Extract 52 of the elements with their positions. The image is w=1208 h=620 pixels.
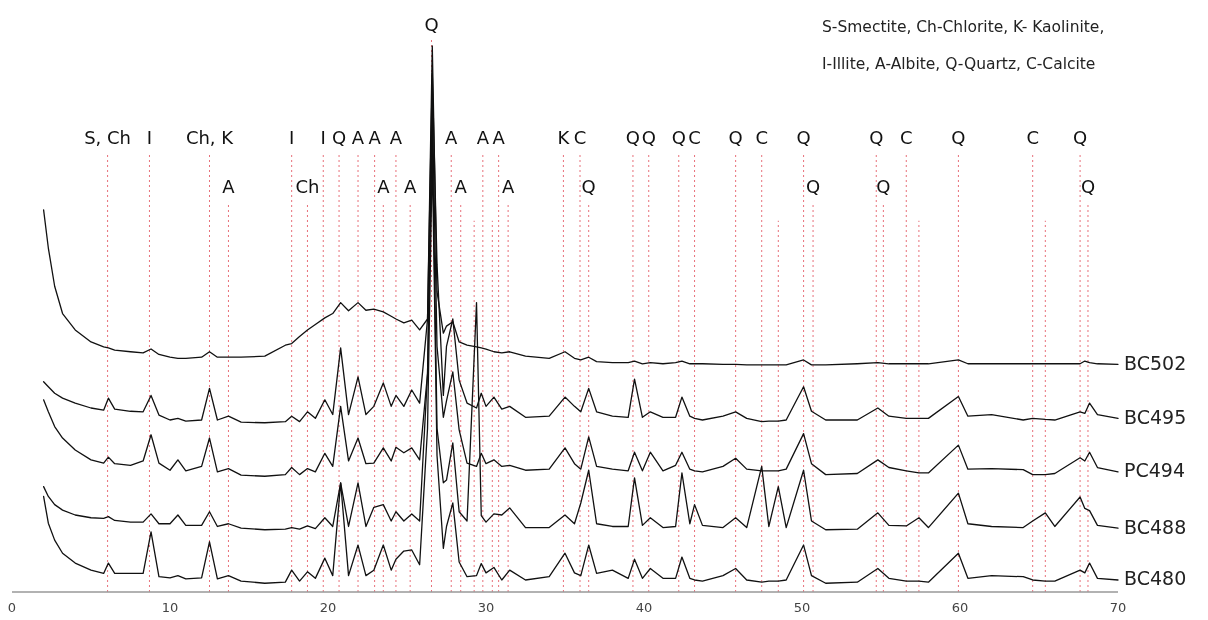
ref-line-label: I <box>289 126 295 148</box>
ref-line-label: Q <box>951 126 966 148</box>
ref-line-label: Q <box>728 126 743 148</box>
ref-line-label: Q <box>1072 126 1088 148</box>
ref-line-label: I <box>146 126 153 148</box>
ref-line-label: Q <box>796 126 811 148</box>
x-tick-label: 0 <box>7 600 17 615</box>
ref-line-label: Q <box>641 126 656 148</box>
ref-line-label: Ch, K <box>185 126 235 148</box>
ref-line-label: A <box>351 126 365 148</box>
ref-line-label: Q <box>1080 175 1096 197</box>
ref-line-label: Q <box>671 126 686 148</box>
ref-line-label: A <box>476 126 490 148</box>
ref-line-label: Q <box>581 175 596 197</box>
ref-line-label: Q <box>424 14 439 35</box>
x-tick-label: 70 <box>1109 600 1127 615</box>
ref-line-label: C <box>1026 126 1039 148</box>
ref-line-label: A <box>368 126 382 148</box>
ref-line-label: I <box>320 126 326 148</box>
ref-line-label: A <box>445 126 459 148</box>
ref-line-label: A <box>377 175 391 197</box>
ref-line-label: C <box>755 126 768 148</box>
ref-line-label: K <box>557 126 571 148</box>
ref-line-label: A <box>222 175 236 197</box>
series-label: BC502 <box>1124 351 1187 374</box>
ref-line-label: A <box>501 175 515 197</box>
x-tick-label: 20 <box>319 600 337 615</box>
series-label: BC488 <box>1124 515 1187 538</box>
ref-line-label: C <box>688 126 701 148</box>
ref-line-label: Q <box>876 175 891 197</box>
ref-line-label: C <box>573 126 587 148</box>
ref-line-label: A <box>389 126 403 148</box>
annotation: I-Illite, A-Albite, Q-Quartz, C-Calcite <box>822 55 1096 73</box>
series-label: PC494 <box>1124 459 1185 482</box>
x-tick-label: 30 <box>477 600 495 615</box>
ref-line-label: A <box>492 126 506 148</box>
ref-line-label: A <box>454 175 468 197</box>
ref-line-label: A <box>404 175 417 197</box>
series-label: BC480 <box>1124 567 1187 590</box>
ref-line-label: Q <box>869 126 884 148</box>
ref-line-label: Ch <box>295 175 320 197</box>
x-tick-label: 60 <box>951 600 969 615</box>
ref-line-label: Q <box>805 175 821 197</box>
ref-line-label: Q <box>331 126 347 148</box>
x-tick-label: 10 <box>161 600 179 615</box>
series-label: BC495 <box>1124 405 1187 428</box>
x-tick-label: 50 <box>793 600 811 615</box>
ref-line-label: Q <box>625 126 641 148</box>
ref-line-label: S, Ch <box>84 126 132 148</box>
text: S-Smectite, Ch-Chlorite, K- Kaolinite, <box>822 18 1105 36</box>
ref-line-label: C <box>899 126 913 148</box>
x-tick-label: 40 <box>635 600 653 615</box>
